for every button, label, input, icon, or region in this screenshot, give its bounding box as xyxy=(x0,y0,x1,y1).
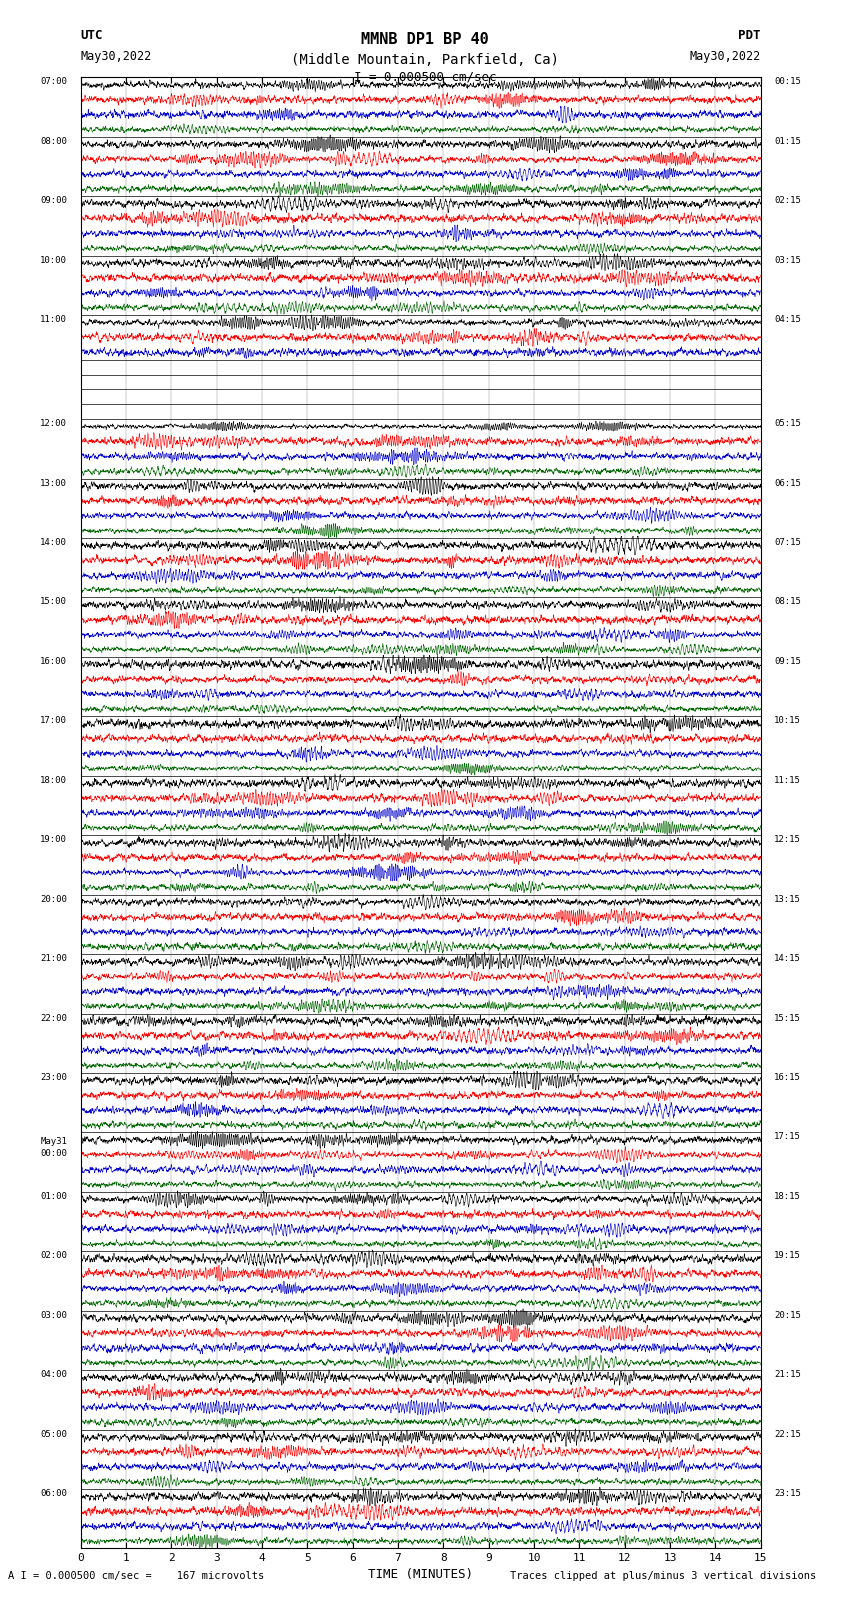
Text: 03:00: 03:00 xyxy=(40,1311,67,1319)
Text: 06:15: 06:15 xyxy=(774,479,802,487)
Text: 00:15: 00:15 xyxy=(774,77,802,87)
Text: 03:15: 03:15 xyxy=(774,256,802,265)
Text: 07:15: 07:15 xyxy=(774,539,802,547)
Text: May31: May31 xyxy=(40,1137,67,1145)
Text: 11:15: 11:15 xyxy=(774,776,802,786)
Text: 14:00: 14:00 xyxy=(40,539,67,547)
Text: 08:15: 08:15 xyxy=(774,597,802,606)
Text: 06:00: 06:00 xyxy=(40,1489,67,1498)
Text: 01:15: 01:15 xyxy=(774,137,802,145)
Text: May30,2022: May30,2022 xyxy=(81,50,152,63)
Text: 15:15: 15:15 xyxy=(774,1013,802,1023)
Text: 10:00: 10:00 xyxy=(40,256,67,265)
Text: 01:00: 01:00 xyxy=(40,1192,67,1200)
Text: A I = 0.000500 cm/sec =    167 microvolts: A I = 0.000500 cm/sec = 167 microvolts xyxy=(8,1571,264,1581)
Text: 21:00: 21:00 xyxy=(40,955,67,963)
Text: 13:15: 13:15 xyxy=(774,895,802,903)
Text: PDT: PDT xyxy=(739,29,761,42)
Text: 13:00: 13:00 xyxy=(40,479,67,487)
Text: 16:00: 16:00 xyxy=(40,656,67,666)
Text: 18:00: 18:00 xyxy=(40,776,67,786)
Text: 23:15: 23:15 xyxy=(774,1489,802,1498)
Text: 15:00: 15:00 xyxy=(40,597,67,606)
X-axis label: TIME (MINUTES): TIME (MINUTES) xyxy=(368,1568,473,1581)
Text: 19:00: 19:00 xyxy=(40,836,67,844)
Text: 23:00: 23:00 xyxy=(40,1073,67,1082)
Text: 04:00: 04:00 xyxy=(40,1369,67,1379)
Text: 00:00: 00:00 xyxy=(40,1148,67,1158)
Text: 02:15: 02:15 xyxy=(774,197,802,205)
Text: 02:00: 02:00 xyxy=(40,1252,67,1260)
Text: 20:15: 20:15 xyxy=(774,1311,802,1319)
Text: 20:00: 20:00 xyxy=(40,895,67,903)
Text: UTC: UTC xyxy=(81,29,103,42)
Text: 04:15: 04:15 xyxy=(774,315,802,324)
Text: 12:15: 12:15 xyxy=(774,836,802,844)
Text: 18:15: 18:15 xyxy=(774,1192,802,1200)
Text: 17:15: 17:15 xyxy=(774,1132,802,1142)
Text: 09:00: 09:00 xyxy=(40,197,67,205)
Text: I = 0.000500 cm/sec: I = 0.000500 cm/sec xyxy=(354,71,496,84)
Text: 22:15: 22:15 xyxy=(774,1429,802,1439)
Text: 08:00: 08:00 xyxy=(40,137,67,145)
Text: 12:00: 12:00 xyxy=(40,419,67,427)
Text: 14:15: 14:15 xyxy=(774,955,802,963)
Text: Traces clipped at plus/minus 3 vertical divisions: Traces clipped at plus/minus 3 vertical … xyxy=(510,1571,816,1581)
Text: 17:00: 17:00 xyxy=(40,716,67,726)
Text: MMNB DP1 BP 40: MMNB DP1 BP 40 xyxy=(361,32,489,47)
Text: 19:15: 19:15 xyxy=(774,1252,802,1260)
Text: 05:00: 05:00 xyxy=(40,1429,67,1439)
Text: 10:15: 10:15 xyxy=(774,716,802,726)
Text: 07:00: 07:00 xyxy=(40,77,67,87)
Text: May30,2022: May30,2022 xyxy=(689,50,761,63)
Text: 16:15: 16:15 xyxy=(774,1073,802,1082)
Text: (Middle Mountain, Parkfield, Ca): (Middle Mountain, Parkfield, Ca) xyxy=(291,53,559,68)
Text: 22:00: 22:00 xyxy=(40,1013,67,1023)
Text: 11:00: 11:00 xyxy=(40,315,67,324)
Text: 05:15: 05:15 xyxy=(774,419,802,427)
Text: 21:15: 21:15 xyxy=(774,1369,802,1379)
Text: 09:15: 09:15 xyxy=(774,656,802,666)
